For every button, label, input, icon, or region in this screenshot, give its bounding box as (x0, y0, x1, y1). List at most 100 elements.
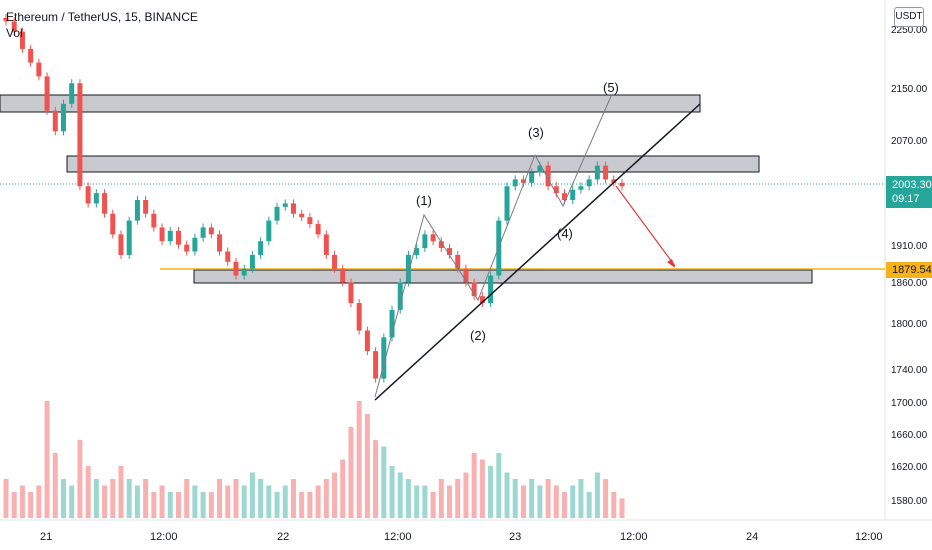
candle-body (364, 330, 370, 352)
price-tick: 1580.00 (891, 496, 928, 507)
candle-body (118, 234, 124, 255)
price-tick: 2070.00 (891, 136, 928, 147)
volume-bar (332, 472, 338, 518)
candle-body (102, 193, 108, 214)
candle-body (217, 234, 223, 252)
volume-bar (290, 479, 296, 518)
time-tick: 21 (40, 531, 52, 543)
candle-body (44, 76, 50, 111)
candlesticks (3, 13, 625, 383)
time-tick: 22 (277, 531, 289, 543)
volume-bar (44, 401, 50, 518)
volume-bar (151, 492, 157, 518)
volume-bar (175, 492, 181, 518)
symbol-title[interactable]: Ethereum / TetherUS, 15, BINANCE (6, 10, 198, 24)
time-tick: 12:00 (384, 531, 412, 543)
candle-body (397, 282, 403, 310)
volume-bar (438, 479, 444, 518)
volume-bar (225, 485, 231, 518)
volume-bar (504, 472, 510, 518)
candle-body (85, 186, 91, 204)
current-price-value: 2003.30 (892, 179, 932, 191)
candle-body (315, 224, 321, 235)
volume-bar (562, 492, 568, 518)
candle-body (28, 48, 34, 63)
volume-bar (471, 453, 477, 518)
current-price-tag: 2003.30 09:17 (886, 176, 932, 208)
resistance-zone-lower[interactable] (66, 155, 760, 173)
candle-body (266, 220, 272, 242)
price-tick: 1660.00 (891, 430, 928, 441)
volume-bar (488, 466, 494, 518)
volume-bar (28, 492, 34, 518)
candle-body (504, 186, 510, 221)
price-tick: 1700.00 (891, 398, 928, 409)
candle-body (52, 110, 58, 132)
candle-body (332, 254, 338, 269)
candle-body (208, 227, 214, 235)
volume-bar (241, 485, 247, 518)
volume-bar (570, 485, 576, 518)
volume-bar (126, 479, 132, 518)
candle-body (373, 351, 379, 379)
candle-body (143, 200, 149, 214)
volume-bar (52, 453, 58, 518)
volume-bar (553, 485, 559, 518)
candle-body (77, 83, 83, 187)
volume-bar (249, 472, 255, 518)
volume-bar (356, 401, 362, 518)
volume-bar (315, 485, 321, 518)
candle-body (545, 165, 551, 187)
volume-bar (69, 485, 75, 518)
candle-body (488, 275, 494, 304)
wave-label-2: (2) (470, 328, 486, 343)
volume-bar (266, 485, 272, 518)
volume-bar (479, 459, 485, 518)
candle-body (274, 206, 280, 221)
candle-body (184, 244, 190, 252)
volume-bar (85, 466, 91, 518)
volume-bar (422, 485, 428, 518)
volume-label: Vol (6, 26, 23, 40)
volume-bar (3, 479, 9, 518)
volume-bar (512, 479, 518, 518)
volume-bar (323, 479, 329, 518)
resistance-zone-upper[interactable] (0, 94, 701, 113)
candle-body (619, 182, 625, 187)
volume-bar (455, 479, 461, 518)
candle-body (167, 230, 173, 242)
candle-body (151, 213, 157, 228)
price-tick: 1740.00 (891, 365, 928, 376)
projection-arrow[interactable] (615, 185, 676, 267)
candle-body (134, 200, 140, 221)
volume-bar (192, 485, 198, 518)
volume-bar (143, 479, 149, 518)
wave-label-3: (3) (528, 125, 544, 140)
candle-body (356, 303, 362, 331)
candle-body (175, 230, 181, 245)
candle-body (307, 217, 313, 225)
candle-body (290, 203, 296, 214)
candle-body (340, 268, 346, 283)
volume-bar (118, 466, 124, 518)
ascending-trendline[interactable] (374, 103, 701, 401)
price-tick: 2250.00 (891, 25, 928, 36)
candle-body (463, 268, 469, 283)
candle-body (225, 251, 231, 262)
time-tick: 23 (509, 531, 521, 543)
volume-bar (381, 446, 387, 518)
support-zone[interactable] (193, 269, 813, 284)
candle-body (512, 179, 518, 187)
candle-body (414, 248, 420, 255)
wave-label-4: (4) (557, 226, 573, 241)
volume-bar (102, 485, 108, 518)
volume-bar (520, 485, 526, 518)
elliott-wave-path[interactable] (374, 93, 613, 398)
candle-body (430, 234, 436, 242)
currency-unit-button[interactable]: USDT (894, 7, 924, 27)
volume-bar (184, 479, 190, 518)
volume-bar (299, 492, 305, 518)
time-tick: 12:00 (620, 531, 648, 543)
wave-label-1: (1) (416, 193, 432, 208)
